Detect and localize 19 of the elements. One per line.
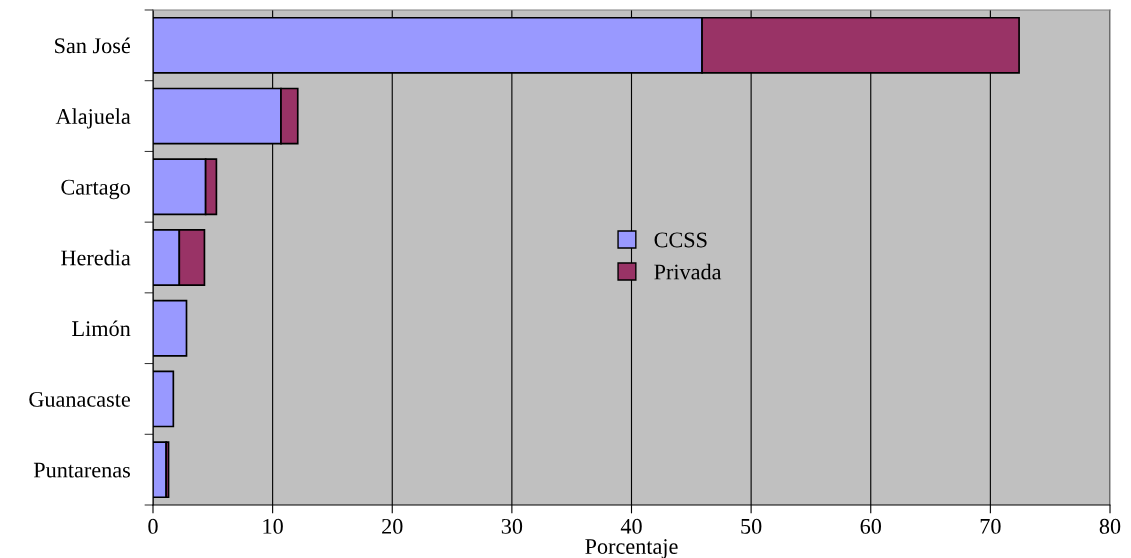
- y-tick-label: Guanacaste: [29, 391, 130, 407]
- x-axis-title: Porcentaje: [585, 539, 678, 558]
- legend-label: Privada: [654, 263, 722, 280]
- x-tick-label: 50: [741, 518, 762, 534]
- y-tick-label: Heredia: [61, 249, 131, 266]
- y-tick-label: San José: [55, 37, 130, 54]
- x-tick-label: 20: [382, 518, 403, 534]
- x-tick-label: 40: [620, 518, 642, 534]
- x-tick-label: 0: [148, 518, 158, 534]
- legend-label: CCSS: [654, 232, 707, 248]
- y-tick-label: Alajuela: [55, 108, 131, 129]
- y-tick-label: Cartago: [61, 179, 130, 200]
- x-tick-label: 80: [1099, 518, 1121, 534]
- x-tick-label: 60: [860, 518, 882, 534]
- x-tick-label: 70: [980, 518, 1001, 534]
- y-tick-label: Puntarenas: [33, 462, 130, 478]
- y-tick-label: Limón: [72, 320, 131, 337]
- x-tick-label: 30: [501, 518, 523, 534]
- x-tick-label: 10: [263, 518, 283, 534]
